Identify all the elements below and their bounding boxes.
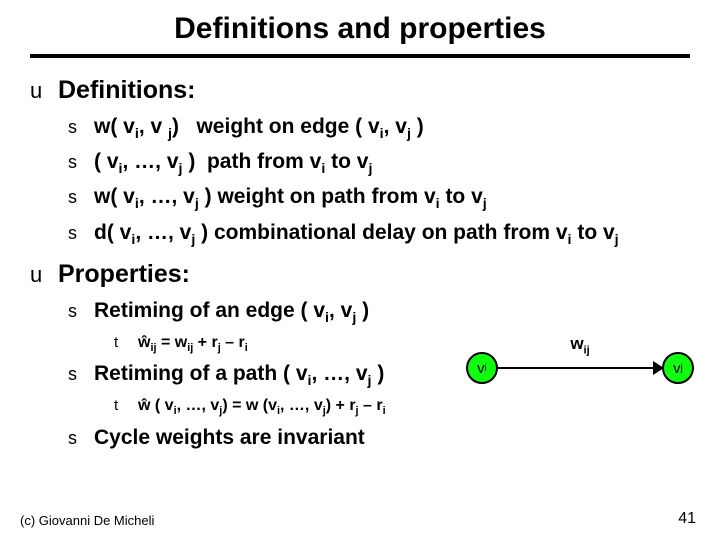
title-rule [30, 54, 690, 58]
bullet-lvl2: s [68, 117, 94, 138]
prop-item-0: s Retiming of an edge ( vi, vj ) [68, 299, 690, 326]
slide-title: Definitions and properties [30, 12, 690, 46]
prop-item-1-sub: t ŵ ( vi, …, vj) = w (vi, …, vj) + rj – … [114, 397, 690, 417]
prop-item-2: s Cycle weights are invariant [68, 426, 690, 450]
def-item-1: s ( vi, …, vj ) path from vi to vj [68, 150, 690, 177]
edge-diagram: wij vi vj [466, 348, 694, 390]
footer-copyright: (c) Giovanni De Micheli [20, 513, 154, 528]
def-item-0: s w( vi, v j) weight on edge ( vi, vj ) [68, 115, 690, 142]
bullet-lvl2: s [68, 301, 94, 322]
diagram-node-vi: vi [466, 352, 498, 384]
bullet-lvl3: t [114, 334, 138, 351]
footer-page-number: 41 [678, 510, 696, 528]
section-heading-definitions: u Definitions: [30, 76, 690, 105]
bullet-lvl2: s [68, 223, 94, 244]
diagram-edge-label: wij [466, 334, 694, 356]
diagram-node-vj: vj [662, 352, 694, 384]
diagram-edge-line [498, 367, 662, 369]
bullet-lvl2: s [68, 428, 94, 449]
bullet-lvl2: s [68, 364, 94, 385]
bullet-lvl1: u [30, 78, 58, 104]
def-item-3: s d( vi, …, vj ) combinational delay on … [68, 221, 690, 248]
def-item-2: s w( vi, …, vj ) weight on path from vi … [68, 185, 690, 212]
bullet-lvl2: s [68, 187, 94, 208]
section-heading-properties: u Properties: [30, 260, 690, 289]
bullet-lvl3: t [114, 397, 138, 414]
bullet-lvl1: u [30, 262, 58, 288]
bullet-lvl2: s [68, 152, 94, 173]
